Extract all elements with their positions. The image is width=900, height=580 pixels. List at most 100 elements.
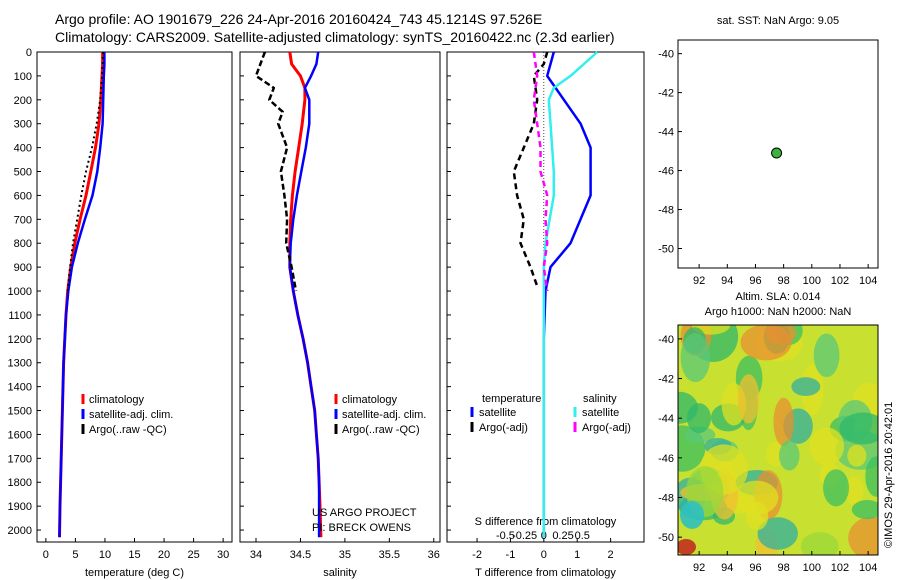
x-tick-label: 10	[99, 549, 111, 561]
note-project: US ARGO PROJECT	[312, 507, 417, 519]
panel-difference: -2 -1 0 1 2 T difference from climatology S di…	[446, 51, 645, 579]
depth-tick-label: 1700	[8, 453, 32, 465]
sla-blob	[779, 440, 800, 471]
lat-tick-label: -42	[658, 88, 674, 100]
lon-tick-label: 92	[693, 275, 705, 287]
sla-title-2: Argo h1000: NaN h2000: NaN	[705, 306, 852, 318]
sla-blob	[737, 374, 760, 424]
panel-frame	[239, 51, 441, 543]
panel-temperature: 0100200300400500600700800900100011001200…	[8, 47, 233, 579]
lon-tick-label: 96	[749, 275, 761, 287]
series-line-satellite-adj-clim-	[58, 52, 106, 538]
x-axis-label: T difference from climatology	[475, 567, 616, 579]
panel-frame	[446, 51, 645, 543]
lat-tick-label: -50	[658, 244, 674, 256]
lat-tick-label: -46	[658, 166, 674, 178]
legend-title-salinity: salinity	[583, 393, 617, 405]
argo-position-marker	[771, 147, 783, 159]
sla-map: Altim. SLA: 0.014 Argo h1000: NaN h2000: …	[658, 291, 879, 574]
depth-tick-label: 400	[14, 143, 32, 155]
x-tick-label: 34.5	[290, 549, 311, 561]
s-tick-label: -0.5	[496, 530, 515, 542]
sla-blob	[847, 444, 867, 467]
depth-tick-label: 200	[14, 95, 32, 107]
lon-tick-label: 92	[693, 562, 705, 574]
depth-tick-label: 700	[14, 214, 32, 226]
lon-tick-label: 104	[859, 562, 877, 574]
legend-label: climatology	[342, 394, 398, 406]
x-tick-label: 25	[187, 549, 199, 561]
legend-label: climatology	[89, 394, 145, 406]
depth-tick-label: 0	[26, 47, 32, 59]
sla-blob	[680, 501, 704, 529]
x-tick-label: 20	[158, 549, 170, 561]
maps-group: sat. SST: NaN Argo: 9.05 -40 -42 -44 -46 -48 -…	[658, 15, 879, 574]
header-line-1: Argo profile: AO 1901679_226 24-Apr-2016…	[55, 11, 542, 27]
x-axis-label: salinity	[323, 567, 357, 579]
sla-blob	[757, 517, 798, 550]
top-axis-label: S difference from climatology	[475, 516, 617, 528]
lon-tick-label: 100	[803, 562, 821, 574]
sla-blob	[680, 332, 711, 383]
x-tick-label: 30	[217, 549, 229, 561]
sla-frame	[677, 324, 879, 556]
sla-blob	[791, 377, 821, 397]
depth-tick-label: 1000	[8, 286, 32, 298]
series-line-argo-raw-qc-	[254, 51, 298, 292]
sla-blob	[865, 456, 878, 497]
series-line-satellite-adj-clim-	[288, 51, 321, 538]
sla-blob	[809, 427, 845, 466]
x-tick-label: 34	[250, 549, 262, 561]
sla-blob	[745, 501, 769, 531]
lat-tick-label: -40	[658, 49, 674, 61]
lat-tick-label: -40	[658, 334, 674, 346]
x-tick-label: 0	[43, 549, 49, 561]
depth-tick-label: 500	[14, 167, 32, 179]
depth-tick-label: 1400	[8, 382, 32, 394]
lon-tick-label: 100	[803, 275, 821, 287]
depth-tick-label: 1200	[8, 334, 32, 346]
s-tick-label: 0.5	[575, 530, 590, 542]
x-tick-label: 35.5	[379, 549, 400, 561]
lat-tick-label: -48	[658, 493, 674, 505]
sla-blob	[823, 469, 850, 507]
lat-tick-label: -46	[658, 453, 674, 465]
lat-tick-label: -44	[658, 413, 674, 425]
sla-heatmap	[678, 325, 878, 555]
legend-label: satellite-adj. clim.	[89, 409, 173, 421]
x-tick-label: 35	[339, 549, 351, 561]
sla-blob	[839, 412, 878, 445]
depth-tick-label: 1900	[8, 501, 32, 513]
x-tick-label: 15	[128, 549, 140, 561]
sla-blob	[678, 539, 696, 555]
x-tick-label: 1	[574, 549, 580, 561]
sla-blob	[848, 516, 878, 555]
depth-tick-label: 2000	[8, 525, 32, 537]
sla-blob	[686, 403, 711, 434]
sst-map: sat. SST: NaN Argo: 9.05 -40 -42 -44 -46 -48 -…	[658, 15, 879, 287]
legend-label: satellite	[479, 407, 516, 419]
depth-tick-label: 1800	[8, 477, 32, 489]
legend-label: satellite-adj. clim.	[342, 409, 426, 421]
legend-label: satellite	[582, 407, 619, 419]
x-tick-label: -2	[472, 549, 482, 561]
series-line-argo-raw-qc-	[66, 51, 105, 292]
lat-tick-label: -42	[658, 374, 674, 386]
lat-tick-label: -50	[658, 532, 674, 544]
x-tick-label: 36	[428, 549, 440, 561]
panel-salinity: 34 34.5 35 35.5 36 salinity climatology satelli…	[239, 51, 441, 579]
x-tick-label: 0	[541, 549, 547, 561]
legend-label: Argo(..raw -QC)	[342, 424, 420, 436]
depth-tick-label: 800	[14, 238, 32, 250]
legend-label: Argo(..raw -QC)	[89, 424, 167, 436]
depth-tick-label: 1600	[8, 429, 32, 441]
lon-tick-label: 104	[859, 275, 877, 287]
x-axis-label: temperature (deg C)	[85, 567, 184, 579]
depth-tick-label: 1300	[8, 358, 32, 370]
credit-text: ©IMOS 29-Apr-2016 20:42:01	[883, 402, 895, 548]
lat-tick-label: -48	[658, 205, 674, 217]
sla-blob	[773, 397, 794, 447]
sla-blob	[851, 500, 878, 520]
series-line-argo-adj-	[532, 51, 549, 292]
